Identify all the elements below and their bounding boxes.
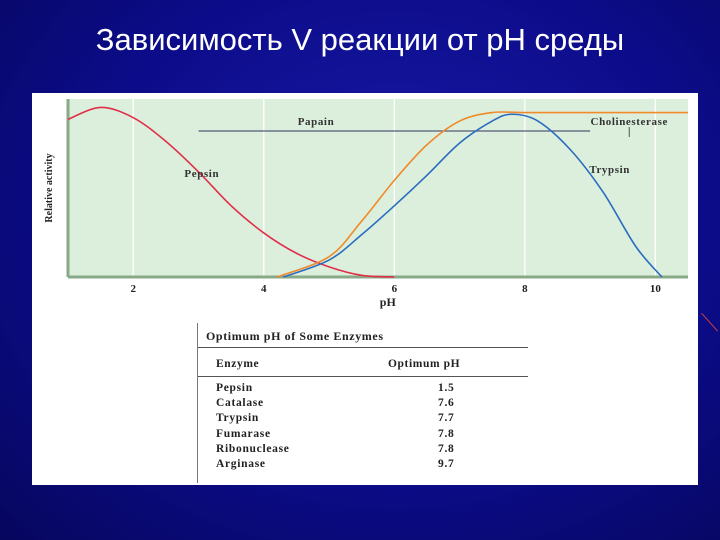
table-rows: Pepsin 1.5 Catalase 7.6 Trypsin 7.7 Fumarase 7.… bbox=[198, 382, 528, 473]
table-cell-ph: 7.8 bbox=[438, 442, 455, 455]
x-tick-label: 8 bbox=[522, 283, 528, 295]
table-cell-ph: 7.7 bbox=[438, 412, 455, 425]
figure-panel: 2 4 6 8 10 pH Relative activity Papain Cholines… bbox=[32, 93, 698, 485]
table-rule-header bbox=[198, 376, 528, 377]
table-cell-ph: 9.7 bbox=[438, 457, 455, 470]
table-cell-enzyme: Ribonuclease bbox=[216, 442, 290, 455]
slide-title: Зависимость V реакции от pH среды bbox=[95, 22, 625, 57]
decorative-line bbox=[701, 313, 719, 332]
label-papain: Papain bbox=[298, 116, 335, 128]
x-tick-label: 2 bbox=[131, 283, 137, 295]
enzyme-table: Optimum pH of Some Enzymes Enzyme Optimu… bbox=[197, 323, 528, 483]
x-tick-label: 6 bbox=[392, 283, 398, 295]
table-col-enzyme: Enzyme bbox=[216, 358, 260, 370]
x-tick-label: 10 bbox=[650, 283, 662, 295]
table-title: Optimum pH of Some Enzymes bbox=[206, 329, 384, 343]
y-axis-label: Relative activity bbox=[44, 153, 55, 222]
table-row: Trypsin 7.7 bbox=[198, 412, 528, 427]
table-cell-enzyme: Arginase bbox=[216, 457, 266, 470]
label-pepsin: Pepsin bbox=[184, 168, 219, 180]
table-cell-ph: 7.8 bbox=[438, 427, 455, 440]
table-row: Pepsin 1.5 bbox=[198, 382, 528, 397]
plot-background bbox=[68, 99, 688, 277]
x-tick-label: 4 bbox=[261, 283, 267, 295]
table-col-ph: Optimum pH bbox=[388, 358, 461, 370]
series-line-trypsin bbox=[283, 113, 663, 278]
table-cell-enzyme: Trypsin bbox=[216, 412, 260, 425]
table-row: Arginase 9.7 bbox=[198, 458, 528, 473]
table-rule-top bbox=[198, 347, 528, 348]
table-cell-enzyme: Fumarase bbox=[216, 427, 271, 440]
ph-activity-chart: 2 4 6 8 10 pH Relative activity Papain Cholines… bbox=[44, 99, 688, 309]
series-line-pepsin bbox=[67, 106, 395, 278]
table-row: Catalase 7.6 bbox=[198, 397, 528, 412]
series-line-cholinesterase bbox=[276, 111, 688, 278]
x-axis-label: pH bbox=[380, 295, 397, 309]
table-cell-enzyme: Catalase bbox=[216, 397, 264, 410]
label-cholinesterase: Cholinesterase bbox=[591, 116, 668, 128]
table-cell-ph: 1.5 bbox=[438, 382, 455, 394]
label-trypsin: Trypsin bbox=[589, 164, 630, 176]
table-cell-enzyme: Pepsin bbox=[216, 382, 253, 394]
table-row: Fumarase 7.8 bbox=[198, 428, 528, 443]
table-row: Ribonuclease 7.8 bbox=[198, 443, 528, 458]
table-cell-ph: 7.6 bbox=[438, 397, 455, 410]
